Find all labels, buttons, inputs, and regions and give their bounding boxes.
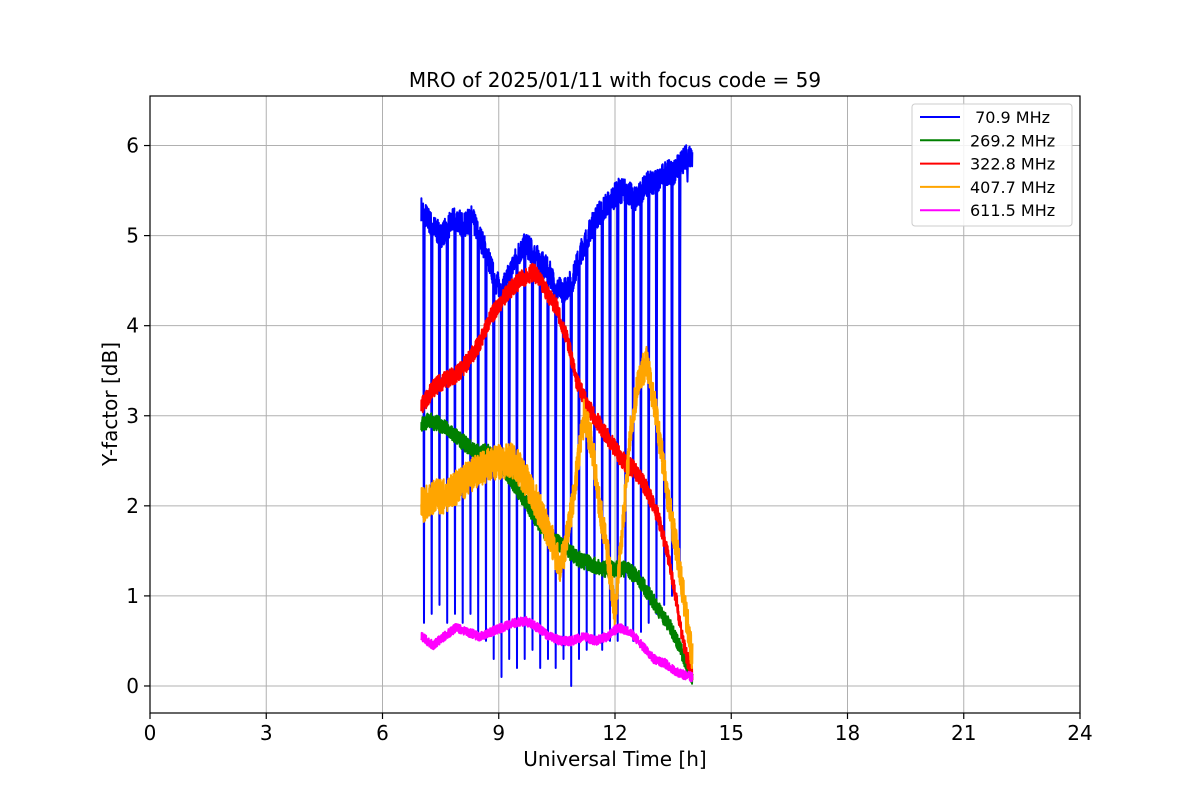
- x-tick-label: 9: [492, 721, 505, 745]
- x-tick-label: 0: [144, 721, 157, 745]
- legend-box: [911, 103, 1073, 227]
- series-line-2: [420, 262, 694, 681]
- legend-label: 407.7 MHz: [970, 178, 1055, 197]
- x-axis-label: Universal Time [h]: [523, 747, 706, 771]
- x-tick-label: 18: [835, 721, 860, 745]
- x-tick-label: 3: [260, 721, 273, 745]
- x-tick-label: 21: [951, 721, 976, 745]
- legend-label: 269.2 MHz: [970, 131, 1055, 150]
- series-line-0: [420, 144, 694, 687]
- y-tick-label: 2: [126, 494, 139, 518]
- x-tick-label: 12: [602, 721, 627, 745]
- x-tick-label: 24: [1067, 721, 1092, 745]
- y-axis-label: Y-factor [dB]: [98, 342, 122, 467]
- y-tick-label: 0: [126, 674, 139, 698]
- y-tick-label: 4: [126, 314, 139, 338]
- y-tick-label: 5: [126, 224, 139, 248]
- y-tick-label: 6: [126, 134, 139, 158]
- legend: 70.9 MHz 269.2 MHz 322.8 MHz 407.7 MHz 611.5…: [911, 103, 1073, 227]
- series-layer: [420, 144, 694, 687]
- legend-label: 70.9 MHz: [970, 108, 1050, 127]
- series-line-4: [420, 616, 694, 683]
- x-tick-label: 6: [376, 721, 389, 745]
- legend-label: 322.8 MHz: [970, 155, 1055, 174]
- legend-label: 611.5 MHz: [970, 201, 1055, 220]
- series-line-1: [420, 412, 694, 685]
- x-tick-label: 15: [719, 721, 744, 745]
- y-tick-label: 1: [126, 584, 139, 608]
- y-tick-label: 3: [126, 404, 139, 428]
- chart-title: MRO of 2025/01/11 with focus code = 59: [409, 68, 821, 92]
- series-line-3: [420, 345, 694, 670]
